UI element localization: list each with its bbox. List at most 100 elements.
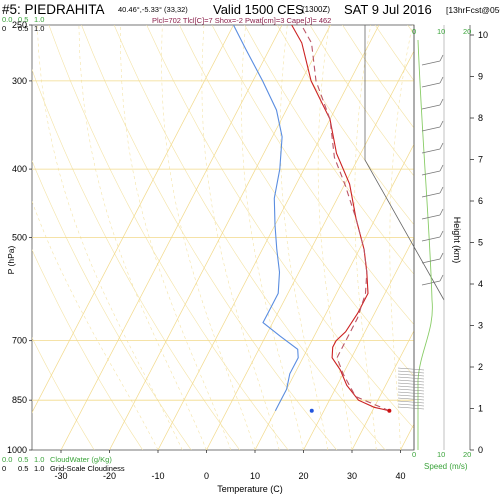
speed-tick-top-0: 0 — [412, 27, 416, 36]
low-wind-line-3 — [397, 376, 425, 380]
height-label-8: 8 — [478, 113, 483, 123]
pressure-label-500: 500 — [12, 233, 27, 243]
bottom-scale-a-0: 0.0 — [2, 455, 12, 464]
top-scale-b-0: 0 — [2, 24, 6, 33]
wind-barb-7 — [421, 214, 441, 220]
wind-barb-10 — [421, 280, 441, 286]
dry-adiabat-270 — [32, 159, 192, 450]
dry-adiabat-290 — [48, 25, 289, 450]
wind-barb-4 — [421, 148, 441, 154]
bottom-scale-b-2: 1.0 — [34, 464, 44, 473]
stability-params: Plcl=702 Tlcl[C]=7 Shox=-2 Pwat[cm]=3 Ca… — [152, 16, 331, 25]
wind-barb-6 — [421, 192, 441, 198]
height-label-1: 1 — [478, 404, 483, 414]
low-wind-line-4 — [397, 379, 425, 383]
speed-tick-bottom-2: 20 — [463, 450, 471, 459]
moist-adiabat-10 — [161, 25, 256, 450]
speed-axis-label: Speed (m/s) — [424, 462, 468, 471]
wind-barb-flag-10 — [439, 274, 444, 282]
temp-label-30: 30 — [347, 471, 357, 481]
wind-barb-0 — [421, 60, 441, 66]
wind-barbs — [397, 54, 444, 410]
height-label-7: 7 — [478, 155, 483, 165]
height-label-5: 5 — [478, 238, 483, 248]
height-label-2: 2 — [478, 362, 483, 372]
pressure-label-400: 400 — [12, 164, 27, 174]
low-wind-line-6 — [397, 385, 425, 389]
dry-adiabat-340 — [211, 25, 414, 326]
isobar-lines — [32, 80, 414, 401]
dry-adiabat-330 — [179, 25, 414, 377]
low-wind-line-1 — [397, 370, 425, 374]
station-coords: 40.46°,-5.33° (33,32) — [118, 5, 188, 14]
isotherm-40 — [400, 423, 414, 450]
series-dewpoint — [233, 25, 299, 412]
dry-adiabat-300 — [81, 25, 337, 450]
height-axis-label: Height (km) — [452, 217, 462, 264]
height-label-9: 9 — [478, 72, 483, 82]
wind-barb-flag-7 — [439, 208, 444, 216]
dry-adiabat-360 — [276, 25, 414, 226]
cloudiness-legend: Grid-Scale Cloudiness — [50, 464, 125, 473]
low-wind-line-7 — [397, 388, 425, 392]
moist-adiabat--10 — [32, 200, 159, 450]
low-wind-line-11 — [397, 400, 425, 404]
wind-barb-flag-9 — [439, 252, 444, 260]
isotherm--10 — [157, 25, 380, 450]
bottom-cloud-legend: 0.0 0.5 1.0 CloudWater (g/Kg) 0 0.5 1.0 … — [2, 455, 125, 473]
top-scale-a-2: 1.0 — [34, 15, 44, 24]
low-wind-line-12 — [397, 403, 425, 407]
dry-adiabat-320 — [146, 25, 414, 429]
isotherm--20 — [109, 25, 331, 450]
top-scale-b-1: 0.5 — [18, 24, 28, 33]
wind-barb-9 — [421, 258, 441, 264]
utc-time: (1300Z) — [302, 5, 330, 14]
sounding-series — [233, 25, 392, 413]
moist-adiabat-0 — [78, 25, 207, 450]
dry-adiabat-310 — [113, 25, 386, 450]
height-label-3: 3 — [478, 321, 483, 331]
temp-label--30: -30 — [54, 471, 67, 481]
moist-adiabat-40 — [389, 25, 413, 450]
skewed-isotherms — [32, 25, 414, 450]
wind-barb-5 — [421, 170, 441, 176]
speed-tick-top-1: 10 — [437, 27, 445, 36]
low-wind-line-8 — [397, 391, 425, 395]
low-wind-line-5 — [397, 382, 425, 386]
bottom-scale-a-1: 0.5 — [18, 455, 28, 464]
speed-tick-bottom-1: 10 — [437, 450, 445, 459]
wind-barb-flag-5 — [439, 164, 444, 172]
pressure-label-700: 700 — [12, 336, 27, 346]
temp-label--20: -20 — [103, 471, 116, 481]
moist-adiabat-30 — [317, 25, 353, 450]
moist-adiabats — [32, 25, 413, 450]
wind-barb-3 — [421, 126, 441, 132]
series-parcel — [300, 25, 390, 412]
forecast-info: [13hrFcst@0506z] — [446, 5, 500, 15]
dry-adiabat-280 — [32, 68, 240, 450]
wind-barb-flag-8 — [439, 230, 444, 238]
height-label-10: 10 — [478, 30, 488, 40]
dry-adiabat-350 — [244, 25, 414, 275]
series-temperature — [291, 25, 390, 412]
pressure-label-850: 850 — [12, 395, 27, 405]
wind-barb-flag-6 — [439, 186, 444, 194]
height-axis: 0 1 2 3 4 5 6 7 8 9 10 — [470, 30, 488, 455]
temp-label-10: 10 — [250, 471, 260, 481]
moist-adiabat-5 — [120, 25, 232, 450]
isotherm-10 — [254, 143, 414, 450]
wind-barb-flag-3 — [439, 120, 444, 128]
top-scale-b-2: 1.0 — [34, 24, 44, 33]
temperature-axis: -30 -20 -10 0 10 20 30 40 — [54, 450, 406, 481]
bottom-scale-a-2: 1.0 — [34, 455, 44, 464]
wind-barb-flag-0 — [439, 54, 444, 62]
low-wind-line-2 — [397, 373, 425, 377]
speed-profile — [417, 39, 433, 450]
low-wind-line-13 — [397, 406, 425, 410]
bottom-scale-b-0: 0 — [2, 464, 6, 473]
height-label-0: 0 — [478, 445, 483, 455]
bottom-scale-b-1: 0.5 — [18, 464, 28, 473]
dry-adiabat-250 — [32, 336, 95, 450]
low-wind-line-10 — [397, 397, 425, 401]
